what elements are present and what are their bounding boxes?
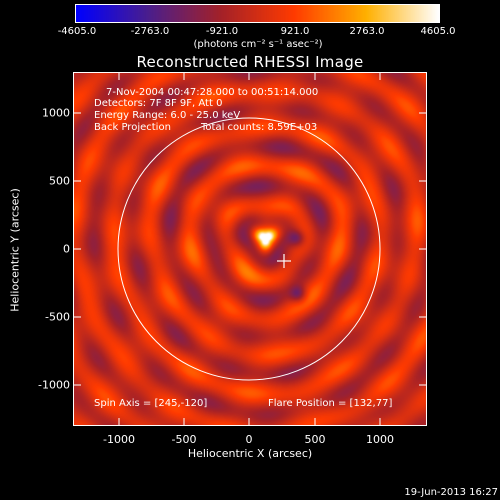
time-range-text: 7-Nov-2004 00:47:28.000 to 00:51:14.000 bbox=[106, 87, 319, 98]
x-tick-label: 1000 bbox=[366, 433, 394, 446]
total-counts-text: Total counts: 8.59E+03 bbox=[201, 122, 318, 133]
x-tick-label: 500 bbox=[304, 433, 326, 446]
colorbar-tick: 921.0 bbox=[280, 26, 310, 37]
spin-axis-text: Spin Axis = [245,-120] bbox=[94, 398, 208, 409]
generation-date: 19-Jun-2013 16:27 bbox=[404, 487, 498, 498]
colorbar-tick: -2763.0 bbox=[130, 26, 170, 37]
y-tick-label: 500 bbox=[49, 174, 70, 188]
plot-overlay bbox=[73, 72, 427, 426]
x-tick-label: 0 bbox=[245, 433, 253, 446]
colorbar-gradient bbox=[76, 5, 439, 22]
solar-limb-circle bbox=[117, 117, 381, 381]
y-tick-label: -500 bbox=[45, 310, 70, 324]
plot-title: Reconstructed RHESSI Image bbox=[136, 53, 364, 71]
x-tick-label: -1000 bbox=[103, 433, 135, 446]
reconstructed-image bbox=[73, 72, 427, 426]
y-tick-label: -1000 bbox=[38, 378, 70, 392]
y-axis-label: Heliocentric Y (arcsec) bbox=[8, 188, 22, 312]
x-axis-ticks bbox=[118, 72, 381, 426]
colorbar-tick: 4605.0 bbox=[420, 26, 456, 37]
y-tick-label: 1000 bbox=[42, 106, 70, 120]
flare-position-text: Flare Position = [132,77] bbox=[268, 398, 393, 409]
x-axis-label: Heliocentric X (arcsec) bbox=[187, 447, 313, 460]
y-tick-label: 0 bbox=[63, 242, 70, 256]
detectors-text: Detectors: 7F 8F 9F, Att 0 bbox=[94, 98, 223, 109]
plot-area bbox=[73, 72, 427, 426]
colorbar-unit-label: (photons cm⁻² s⁻¹ asec⁻²) bbox=[193, 39, 323, 50]
colorbar-tick: 2763.0 bbox=[349, 26, 385, 37]
method-text: Back Projection bbox=[94, 122, 171, 133]
colorbar-tick: -921.0 bbox=[205, 26, 239, 37]
y-axis-ticks bbox=[73, 112, 427, 386]
colorbar bbox=[75, 4, 440, 23]
spin-axis-cross-icon bbox=[277, 254, 291, 268]
x-tick-label: -500 bbox=[171, 433, 197, 446]
energy-range-text: Energy Range: 6.0 - 25.0 keV bbox=[94, 110, 241, 121]
colorbar-tick: -4605.0 bbox=[57, 26, 97, 37]
